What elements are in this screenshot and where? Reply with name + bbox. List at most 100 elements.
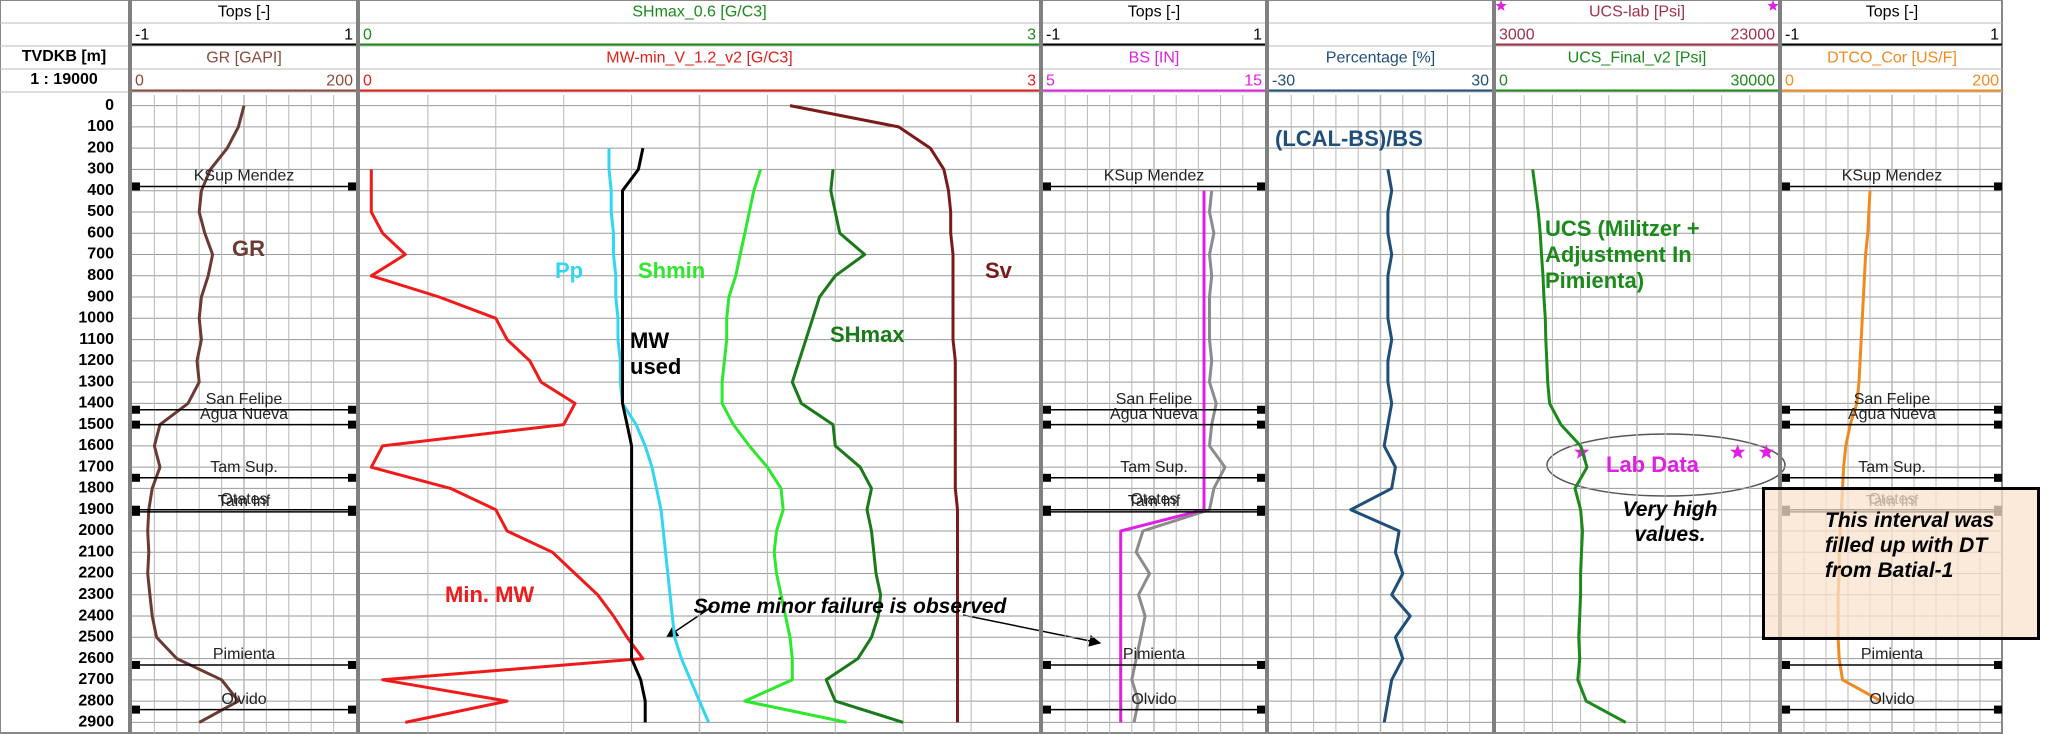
top-end — [348, 705, 356, 714]
curve-label: SHmax — [830, 322, 905, 347]
top-end — [132, 420, 140, 429]
depth-tick-label: 2000 — [78, 522, 114, 539]
top-end — [1257, 405, 1265, 414]
scale-max: 1 — [1253, 27, 1262, 44]
top-end — [1043, 507, 1051, 516]
track-separator — [1265, 0, 1269, 733]
track-separator — [128, 0, 132, 733]
depth-tick-label: 700 — [87, 246, 114, 263]
scale-max: 30000 — [1731, 73, 1776, 90]
depth-tick-label: 1000 — [78, 310, 114, 327]
depth-tick-label: 1200 — [78, 352, 114, 369]
top-end — [1257, 507, 1265, 516]
scale-label: 1 : 19000 — [30, 71, 98, 88]
log-curve — [1531, 169, 1627, 724]
log-curve — [790, 169, 904, 724]
top-end — [132, 705, 140, 714]
scale-min: -1 — [1046, 27, 1060, 44]
depth-tick-label: 1100 — [79, 331, 114, 348]
scale-max: 30 — [1471, 73, 1489, 90]
log-curve — [1130, 190, 1227, 723]
top-end — [1257, 182, 1265, 191]
depth-tick-label: 600 — [87, 224, 114, 241]
curve-label: (LCAL-BS)/BS — [1275, 126, 1423, 151]
scale-min: 5 — [1046, 73, 1055, 90]
depth-tick-label: 2600 — [78, 650, 114, 667]
top-label: Pimienta — [213, 646, 275, 663]
top-end — [132, 507, 140, 516]
depth-tick-label: 1900 — [78, 501, 114, 518]
top-end — [1257, 420, 1265, 429]
track-separator — [1492, 0, 1496, 733]
curve-label: Lab Data — [1606, 452, 1699, 477]
top-label: Pimienta — [1123, 646, 1185, 663]
header-name: DTCO_Cor [US/F] — [1827, 50, 1957, 67]
top-end — [132, 473, 140, 482]
depth-tick-label: 1500 — [78, 416, 114, 433]
depth-tick-label: 1800 — [78, 480, 114, 497]
top-label: Agua Nueva — [1848, 406, 1936, 423]
top-label: KSup Mendez — [1104, 168, 1205, 185]
log-curve — [720, 168, 847, 724]
header-star — [1767, 0, 1779, 11]
arrow — [962, 614, 1102, 647]
scale-max: 200 — [326, 73, 353, 90]
scale-max: 200 — [1972, 73, 1999, 90]
depth-tick-label: 500 — [87, 203, 114, 220]
top-end — [132, 660, 140, 669]
top-label: Tam Sup. — [1858, 459, 1926, 476]
scale-max: 1 — [344, 27, 353, 44]
top-end — [1994, 182, 2002, 191]
top-label: Otates — [220, 491, 267, 508]
scale-min: 0 — [135, 73, 144, 90]
track-separator — [1778, 0, 1782, 733]
scale-min: 0 — [1499, 73, 1508, 90]
top-end — [1043, 660, 1051, 669]
depth-tick-label: 400 — [87, 182, 114, 199]
top-end — [1043, 420, 1051, 429]
top-end — [348, 507, 356, 516]
scale-min: 0 — [1785, 73, 1794, 90]
top-end — [348, 660, 356, 669]
top-end — [1043, 182, 1051, 191]
top-end — [1782, 473, 1790, 482]
top-end — [1257, 660, 1265, 669]
depth-tick-label: 1400 — [78, 395, 114, 412]
depth-tick-label: 200 — [87, 139, 114, 156]
top-label: Olvido — [1869, 691, 1914, 708]
curve-label: Sv — [985, 258, 1012, 283]
log-curve — [1119, 190, 1206, 723]
top-label: Olvido — [221, 691, 266, 708]
top-end — [1782, 405, 1790, 414]
depth-tick-label: 2100 — [78, 543, 114, 560]
header-name: Tops [-] — [1128, 4, 1180, 21]
depth-tick-label: 800 — [87, 267, 114, 284]
header-name: BS [IN] — [1129, 50, 1180, 67]
log-curve — [789, 104, 959, 723]
top-end — [132, 405, 140, 414]
header-name: UCS-lab [Psi] — [1589, 4, 1685, 21]
lab-point — [1730, 444, 1746, 459]
top-end — [132, 182, 140, 191]
scale-min: -1 — [1785, 27, 1799, 44]
top-end — [1782, 705, 1790, 714]
top-label: San Felipe — [206, 391, 283, 408]
top-end — [1782, 420, 1790, 429]
top-label: Tam Sup. — [1120, 459, 1188, 476]
track-separator — [356, 0, 360, 733]
top-end — [1994, 420, 2002, 429]
depth-tick-label: 2400 — [78, 607, 114, 624]
header-name: Tops [-] — [218, 4, 270, 21]
scale-min: 0 — [363, 27, 372, 44]
depth-tick-label: 0 — [105, 97, 114, 114]
top-label: San Felipe — [1116, 391, 1193, 408]
scale-max: 1 — [1990, 27, 1999, 44]
top-end — [1994, 405, 2002, 414]
log-curve — [146, 105, 246, 724]
note: Some minor failure is observed — [693, 595, 1007, 618]
depth-tick-label: 900 — [87, 288, 114, 305]
log-curve — [621, 147, 647, 723]
note: Very high values. — [1622, 498, 1718, 546]
depth-header: TVDKB [m] — [22, 48, 106, 65]
